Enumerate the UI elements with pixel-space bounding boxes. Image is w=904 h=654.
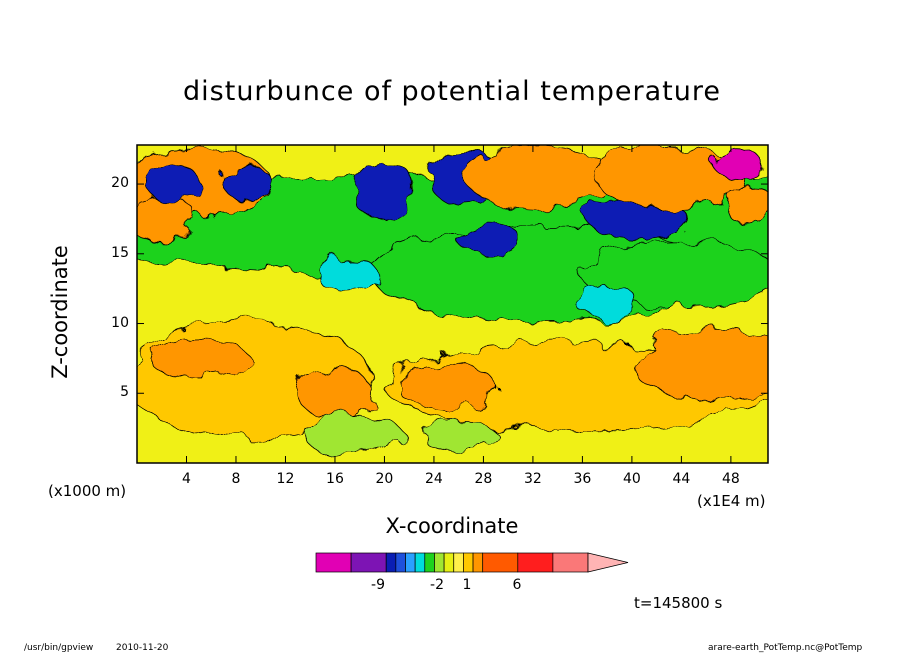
time-label: t=145800 s	[634, 594, 723, 612]
field-region-15	[316, 257, 379, 292]
colorbar-swatch-10	[463, 552, 474, 573]
colorbar-label: 6	[512, 577, 522, 593]
colorbar-swatch-5	[414, 552, 426, 573]
x-tick-label: 44	[672, 471, 691, 487]
footer-date: 2010-11-20	[116, 643, 169, 653]
y-tick-label: 15	[111, 244, 129, 261]
x-tick-label: 16	[326, 471, 344, 487]
colorbar-swatch-6	[424, 552, 435, 573]
colorbar-swatch-12	[482, 552, 519, 573]
y-tick-label: 5	[120, 384, 129, 401]
colorbar-swatch-4	[405, 552, 416, 573]
field-region-3	[631, 330, 768, 401]
x-tick-label: 4	[182, 471, 191, 487]
colorbar-swatch-0	[315, 552, 352, 573]
x-tick-label: 48	[721, 471, 740, 487]
field-region-17	[353, 159, 416, 223]
field-region-5	[396, 363, 497, 410]
field-region-23	[594, 145, 744, 209]
x-axis-label: X-coordinate	[385, 514, 519, 538]
colorbar-label: -2	[430, 577, 444, 593]
x-tick-label: 20	[375, 471, 394, 487]
field-region-22	[464, 145, 614, 209]
colorbar-swatch-8	[443, 552, 455, 573]
chart-title: disturbunce of potential temperature	[183, 76, 721, 107]
field-region-14	[575, 285, 639, 320]
x-tick-label: 24	[425, 471, 443, 487]
colorbar-swatch-1	[350, 552, 387, 573]
y-tick-label: 10	[111, 314, 129, 331]
x-unit-right-label: (x1E4 m)	[697, 492, 766, 510]
x-tick-label: 28	[474, 471, 493, 487]
y-tick-label: 20	[111, 175, 129, 192]
colorbar-swatch-2	[385, 552, 397, 573]
footer-program: /usr/bin/gpview	[24, 643, 94, 653]
plot-frame	[136, 144, 769, 464]
field-region-8	[421, 419, 497, 451]
x-tick-label: 8	[231, 471, 241, 487]
field-region-4	[297, 367, 373, 419]
field-region-20	[148, 162, 200, 206]
y-tick-marks	[137, 183, 768, 394]
colorbar-swatch-13	[517, 552, 554, 573]
field-region-6	[148, 338, 249, 379]
field-region-24	[726, 182, 768, 228]
x-tick-label: 36	[573, 471, 592, 487]
y-axis-label: Z-coordinate	[48, 245, 72, 379]
x-unit-left-label: (x1000 m)	[48, 482, 127, 500]
x-tick-label: 32	[523, 471, 542, 487]
colorbar-arrow	[587, 552, 629, 573]
colorbar-label: -9	[371, 577, 385, 593]
colorbar-swatch-11	[472, 552, 484, 573]
field-region-18	[458, 222, 521, 257]
colorbar-swatch-9	[453, 552, 464, 573]
colorbar-label: 1	[462, 577, 472, 593]
field-region-25	[711, 148, 763, 178]
colorbar-swatch-14	[552, 552, 589, 573]
x-tick-label: 12	[276, 471, 295, 487]
colorbar	[315, 552, 629, 573]
field-region-13	[137, 199, 200, 239]
heatmap-field	[137, 145, 768, 463]
footer-source: arare-earth_PotTemp.nc@PotTemp	[708, 643, 863, 653]
colorbar-swatch-3	[395, 552, 406, 573]
x-tick-label: 40	[622, 471, 641, 487]
field-region-7	[303, 415, 404, 456]
field-region-21	[223, 166, 274, 202]
x-tick-marks	[185, 145, 732, 463]
colorbar-swatch-7	[434, 552, 445, 573]
